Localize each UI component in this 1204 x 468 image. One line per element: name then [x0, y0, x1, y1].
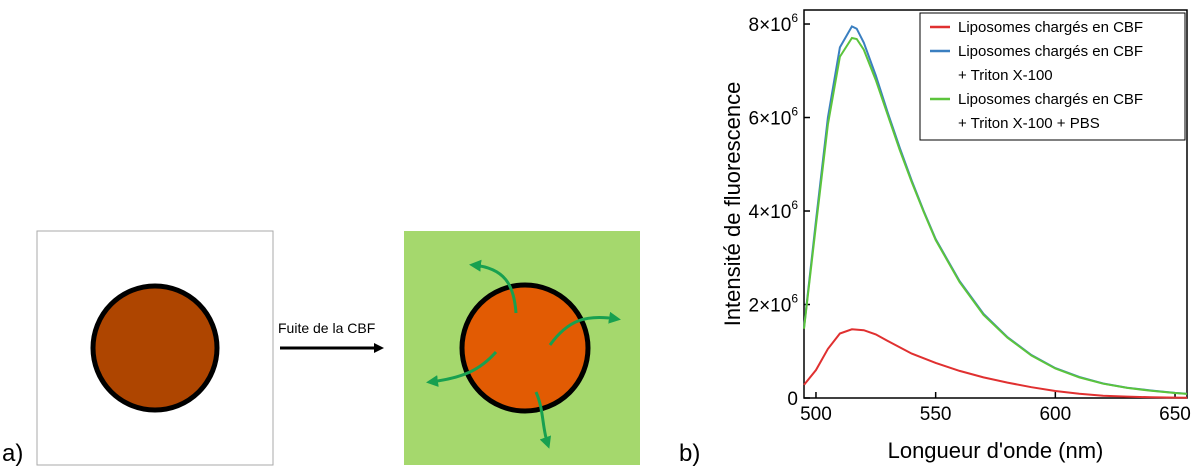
- x-tick-label: 500: [800, 404, 832, 425]
- plot-frame: [803, 9, 1188, 399]
- y-axis-title: Intensité de fluorescence: [720, 82, 745, 327]
- leak-arrow-icon: [548, 311, 621, 346]
- liposome-before-icon: [90, 283, 220, 413]
- x-tick-label: 600: [1039, 404, 1071, 425]
- y-tick-label: 6×106: [749, 105, 799, 130]
- panel-label-b: b): [679, 440, 701, 467]
- fluorescence-chart: 500 550 600 650 0 2×106 4×106 6×106 8×106 Longu…: [720, 9, 1191, 463]
- x-tick-label: 550: [920, 404, 952, 425]
- legend: Liposomes chargés en CBF Liposomes chargé…: [919, 12, 1186, 141]
- legend-label-2: Liposomes chargés en CBF: [958, 43, 1143, 60]
- legend-label-3: Liposomes chargés en CBF: [958, 91, 1143, 108]
- legend-label-3: + Triton X-100 + PBS: [958, 115, 1100, 132]
- y-axis: 0 2×106 4×106 6×106 8×106: [749, 11, 810, 410]
- x-axis-title: Longueur d'onde (nm): [888, 438, 1104, 463]
- x-axis: 500 550 600 650: [800, 392, 1191, 425]
- legend-label-1: Liposomes chargés en CBF: [958, 19, 1143, 36]
- arrow-label: Fuite de la CBF: [278, 320, 375, 336]
- legend-label-2: + Triton X-100: [958, 67, 1053, 84]
- y-tick-label: 2×106: [749, 292, 799, 317]
- leak-arrow-icon: [426, 351, 498, 387]
- x-tick-label: 650: [1159, 404, 1191, 425]
- liposome-after-icon: [459, 282, 591, 414]
- panel-label-a: a): [2, 440, 24, 467]
- series-line-1: [803, 328, 1188, 399]
- leak-transition: Fuite de la CBF: [278, 320, 384, 353]
- y-tick-label: 4×106: [749, 198, 799, 223]
- leak-arrow-icon: [469, 259, 518, 314]
- leak-arrow-icon: [534, 391, 551, 449]
- series-line-3: [803, 36, 1188, 395]
- y-tick-label: 8×106: [749, 11, 799, 36]
- y-tick-label: 0: [787, 389, 798, 410]
- schematic-after: [404, 231, 640, 465]
- schematic-before: [36, 230, 274, 466]
- legend-box: [919, 12, 1186, 141]
- series-lines: [803, 25, 1188, 399]
